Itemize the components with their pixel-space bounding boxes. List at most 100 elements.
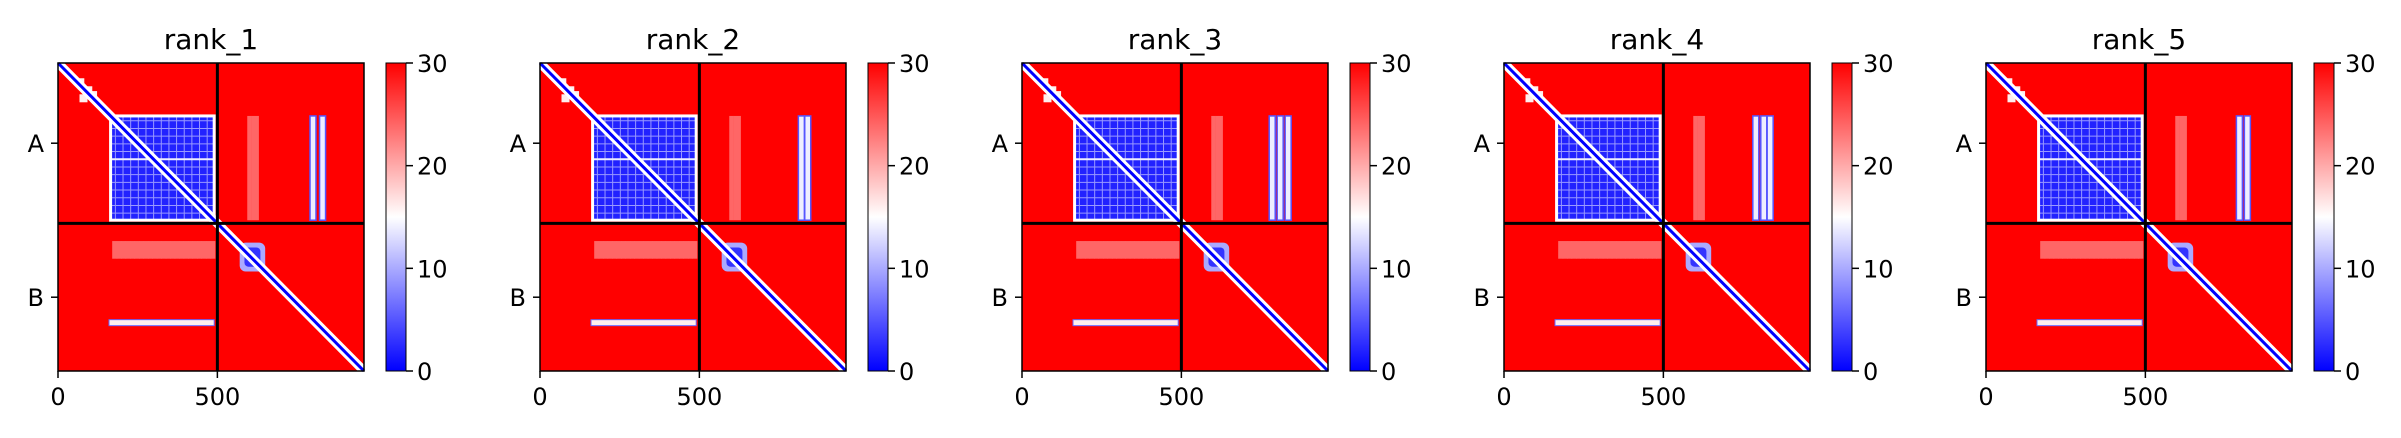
- heatmap-spot: [1043, 94, 1052, 103]
- interchain-stripe: [2098, 241, 2104, 259]
- diagonal: [1020, 61, 1330, 373]
- chain-label-A: A: [992, 130, 1009, 158]
- colorbar-tick-label: 0: [417, 358, 432, 386]
- panel-rank_1: rank_1 A B 0 500 0 10 20 30: [28, 23, 448, 411]
- interchain-stripe: [1607, 241, 1613, 259]
- interchain-stripe: [607, 241, 613, 259]
- plot-frame: [1503, 62, 1811, 372]
- interchain-band: [2243, 115, 2252, 221]
- interchain-stripe: [1611, 241, 1617, 259]
- interchain-stripe: [188, 241, 194, 259]
- plot-frame: [539, 62, 847, 372]
- chain-label-A: A: [28, 130, 45, 158]
- interchain-stripe: [1656, 241, 1662, 259]
- interchain-stripe: [165, 241, 171, 259]
- colorbar-tick-label: 30: [417, 50, 448, 78]
- colorbar: [2313, 62, 2335, 372]
- colorbar-tick-label: 10: [1863, 255, 1894, 283]
- interchain-stripe: [170, 241, 176, 259]
- interchain-stripe: [2093, 241, 2099, 259]
- x-tick-label: 500: [1640, 383, 1686, 411]
- interchain-stripe: [1647, 241, 1653, 259]
- interchain-row-band: [590, 319, 697, 327]
- interchain-faint-band: [1697, 115, 1702, 221]
- interchain-stripe: [112, 241, 118, 259]
- x-tick-label: 0: [1978, 383, 1993, 411]
- interchain-band: [318, 115, 327, 221]
- interchain-band: [1760, 115, 1768, 221]
- interchain-faint-band: [729, 115, 734, 221]
- interchain-stripe: [1160, 241, 1166, 259]
- interchain-faint-band: [247, 115, 252, 221]
- interchain-stripe: [1567, 241, 1573, 259]
- diagonal: [1984, 61, 2294, 373]
- interchain-stripe: [1156, 241, 1162, 259]
- interchain-stripe: [116, 241, 122, 259]
- x-tick-label: 0: [50, 383, 65, 411]
- interchain-stripe: [192, 241, 198, 259]
- interchain-faint-band: [736, 115, 741, 221]
- interchain-row-band: [2036, 319, 2143, 327]
- interchain-stripe: [652, 241, 658, 259]
- interchain-stripe: [2062, 241, 2068, 259]
- chainA-domain-edge: [1555, 114, 1662, 222]
- interchain-stripe: [1076, 241, 1082, 259]
- interchain-stripe: [2071, 241, 2077, 259]
- interchain-faint-band: [733, 115, 738, 221]
- interchain-band: [1268, 115, 1276, 221]
- interchain-stripe: [1134, 241, 1140, 259]
- interchain-stripe: [125, 241, 131, 259]
- interchain-stripe: [594, 241, 600, 259]
- chain-label-B: B: [28, 284, 44, 312]
- interchain-stripe: [2080, 241, 2086, 259]
- interchain-stripe: [1107, 241, 1113, 259]
- interchain-stripe: [174, 241, 180, 259]
- interchain-stripe: [1120, 241, 1126, 259]
- chain-label-B: B: [510, 284, 526, 312]
- colorbar: [385, 62, 407, 372]
- interchain-stripe: [179, 241, 185, 259]
- interchain-stripe: [1089, 241, 1095, 259]
- interchain-stripe: [2040, 241, 2046, 259]
- interchain-stripe: [196, 241, 202, 259]
- interchain-stripe: [647, 241, 653, 259]
- interchain-stripe: [121, 241, 127, 259]
- x-tick-label: 500: [676, 383, 722, 411]
- interchain-stripe: [152, 241, 158, 259]
- interchain-faint-band: [1693, 115, 1698, 221]
- interchain-stripe: [143, 241, 149, 259]
- interchain-stripe: [130, 241, 136, 259]
- interchain-band: [804, 115, 812, 221]
- interchain-stripe: [2124, 241, 2130, 259]
- interchain-stripe: [147, 241, 153, 259]
- interchain-stripe: [692, 241, 698, 259]
- diagonal: [538, 61, 848, 373]
- colorbar-tick-label: 10: [2345, 255, 2376, 283]
- chain-label-A: A: [1956, 130, 1973, 158]
- x-tick-label: 500: [2122, 383, 2168, 411]
- colorbar-tick-label: 0: [1863, 358, 1878, 386]
- heatmap-spot: [2007, 94, 2016, 103]
- interchain-stripe: [2107, 241, 2113, 259]
- interchain-faint-band: [1218, 115, 1223, 221]
- colorbar-tick-label: 10: [899, 255, 930, 283]
- interchain-stripe: [1638, 241, 1644, 259]
- interchain-stripe: [603, 241, 609, 259]
- colorbar-tick-label: 10: [1381, 255, 1412, 283]
- plot-frame: [1021, 62, 1329, 372]
- interchain-stripe: [1143, 241, 1149, 259]
- interchain-stripe: [1651, 241, 1657, 259]
- interchain-row-band: [108, 319, 215, 327]
- interchain-band: [1276, 115, 1284, 221]
- interchain-faint-band: [1215, 115, 1220, 221]
- interchain-stripe: [2133, 241, 2139, 259]
- colorbar-tick-label: 10: [417, 255, 448, 283]
- interchain-band: [309, 115, 317, 221]
- interchain-stripe: [625, 241, 631, 259]
- colorbar: [1349, 62, 1371, 372]
- x-tick-label: 0: [532, 383, 547, 411]
- chainA-domain-edge: [1073, 114, 1180, 222]
- interchain-band: [1284, 115, 1292, 221]
- chainA-domain-edge: [2037, 114, 2144, 222]
